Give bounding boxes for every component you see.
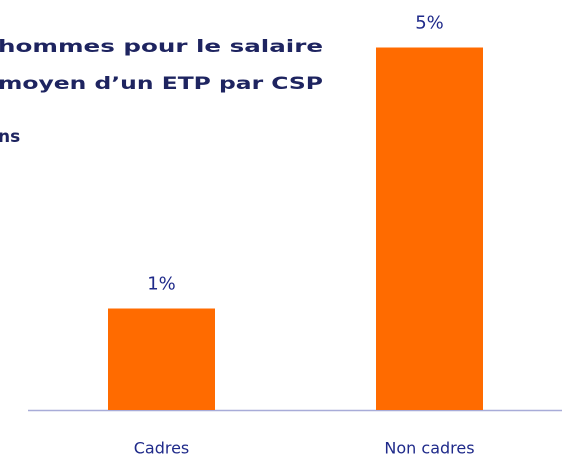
chart-title-line: hommes pour le salaire	[0, 37, 323, 57]
bar	[108, 308, 215, 410]
value-label: 5%	[415, 13, 444, 34]
x-tick-label: Non cadres	[384, 439, 474, 458]
chart-title-line: ns	[0, 127, 20, 147]
x-tick-label: Cadres	[134, 439, 190, 458]
value-label: 1%	[147, 274, 176, 295]
chart-title-line: moyen d’un ETP par CSP	[0, 74, 323, 94]
bar	[376, 47, 483, 410]
